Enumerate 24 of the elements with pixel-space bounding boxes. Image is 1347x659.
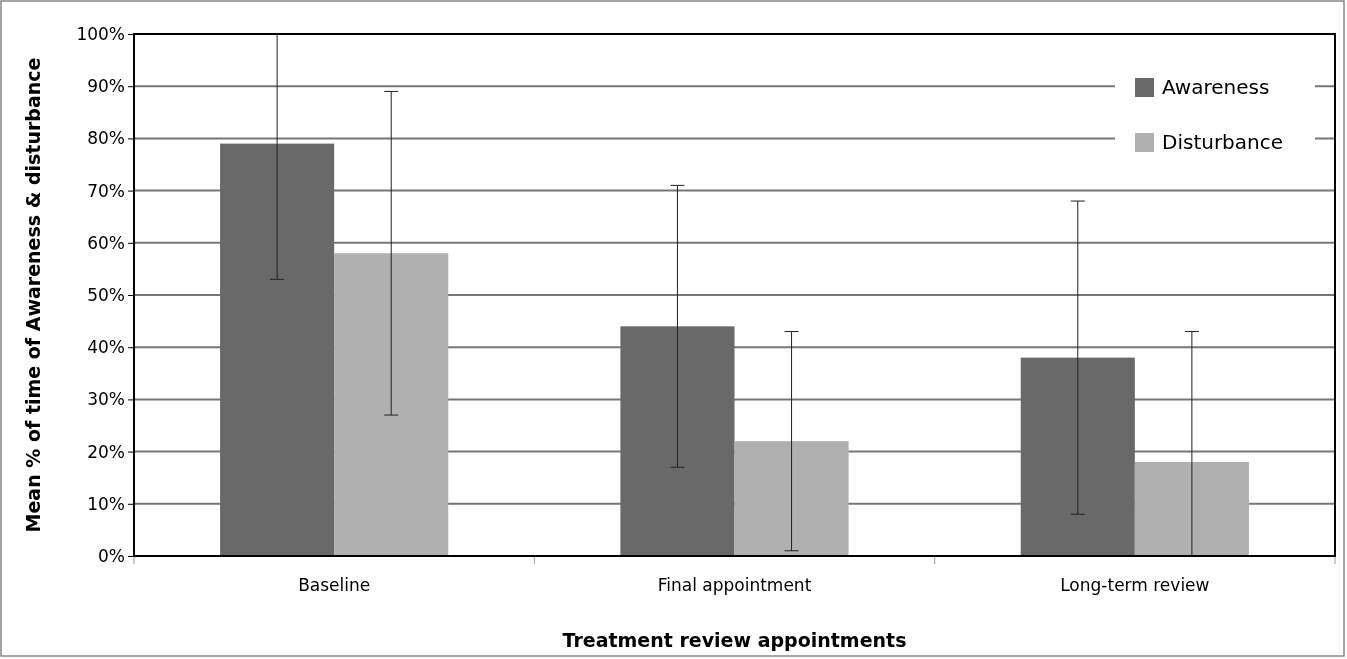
legend-label: Disturbance bbox=[1162, 130, 1284, 154]
x-axis-title: Treatment review appointments bbox=[562, 629, 907, 651]
y-tick-label: 0% bbox=[98, 545, 125, 566]
y-tick-label: 10% bbox=[87, 493, 125, 514]
y-tick-label: 40% bbox=[87, 337, 125, 358]
bar bbox=[1134, 462, 1249, 556]
y-tick-label: 20% bbox=[87, 441, 125, 462]
y-tick-label: 100% bbox=[76, 23, 125, 44]
y-tick-label: 60% bbox=[87, 232, 125, 253]
x-tick-label: Final appointment bbox=[657, 575, 812, 596]
y-tick-label: 90% bbox=[87, 76, 125, 97]
x-tick-label: Baseline bbox=[298, 575, 371, 596]
legend-label: Awareness bbox=[1162, 75, 1270, 99]
bar bbox=[620, 326, 735, 556]
bar bbox=[220, 143, 335, 556]
bar bbox=[1020, 357, 1135, 556]
y-tick-label: 30% bbox=[87, 389, 125, 410]
y-tick-label: 70% bbox=[87, 180, 125, 201]
y-axis-title: Mean % of time of Awareness & disturbance bbox=[22, 57, 44, 533]
y-tick-label: 80% bbox=[87, 128, 125, 149]
y-tick-label: 50% bbox=[87, 284, 125, 305]
x-tick-label: Long-term review bbox=[1060, 575, 1210, 596]
bar bbox=[334, 253, 449, 556]
bar bbox=[734, 441, 849, 556]
